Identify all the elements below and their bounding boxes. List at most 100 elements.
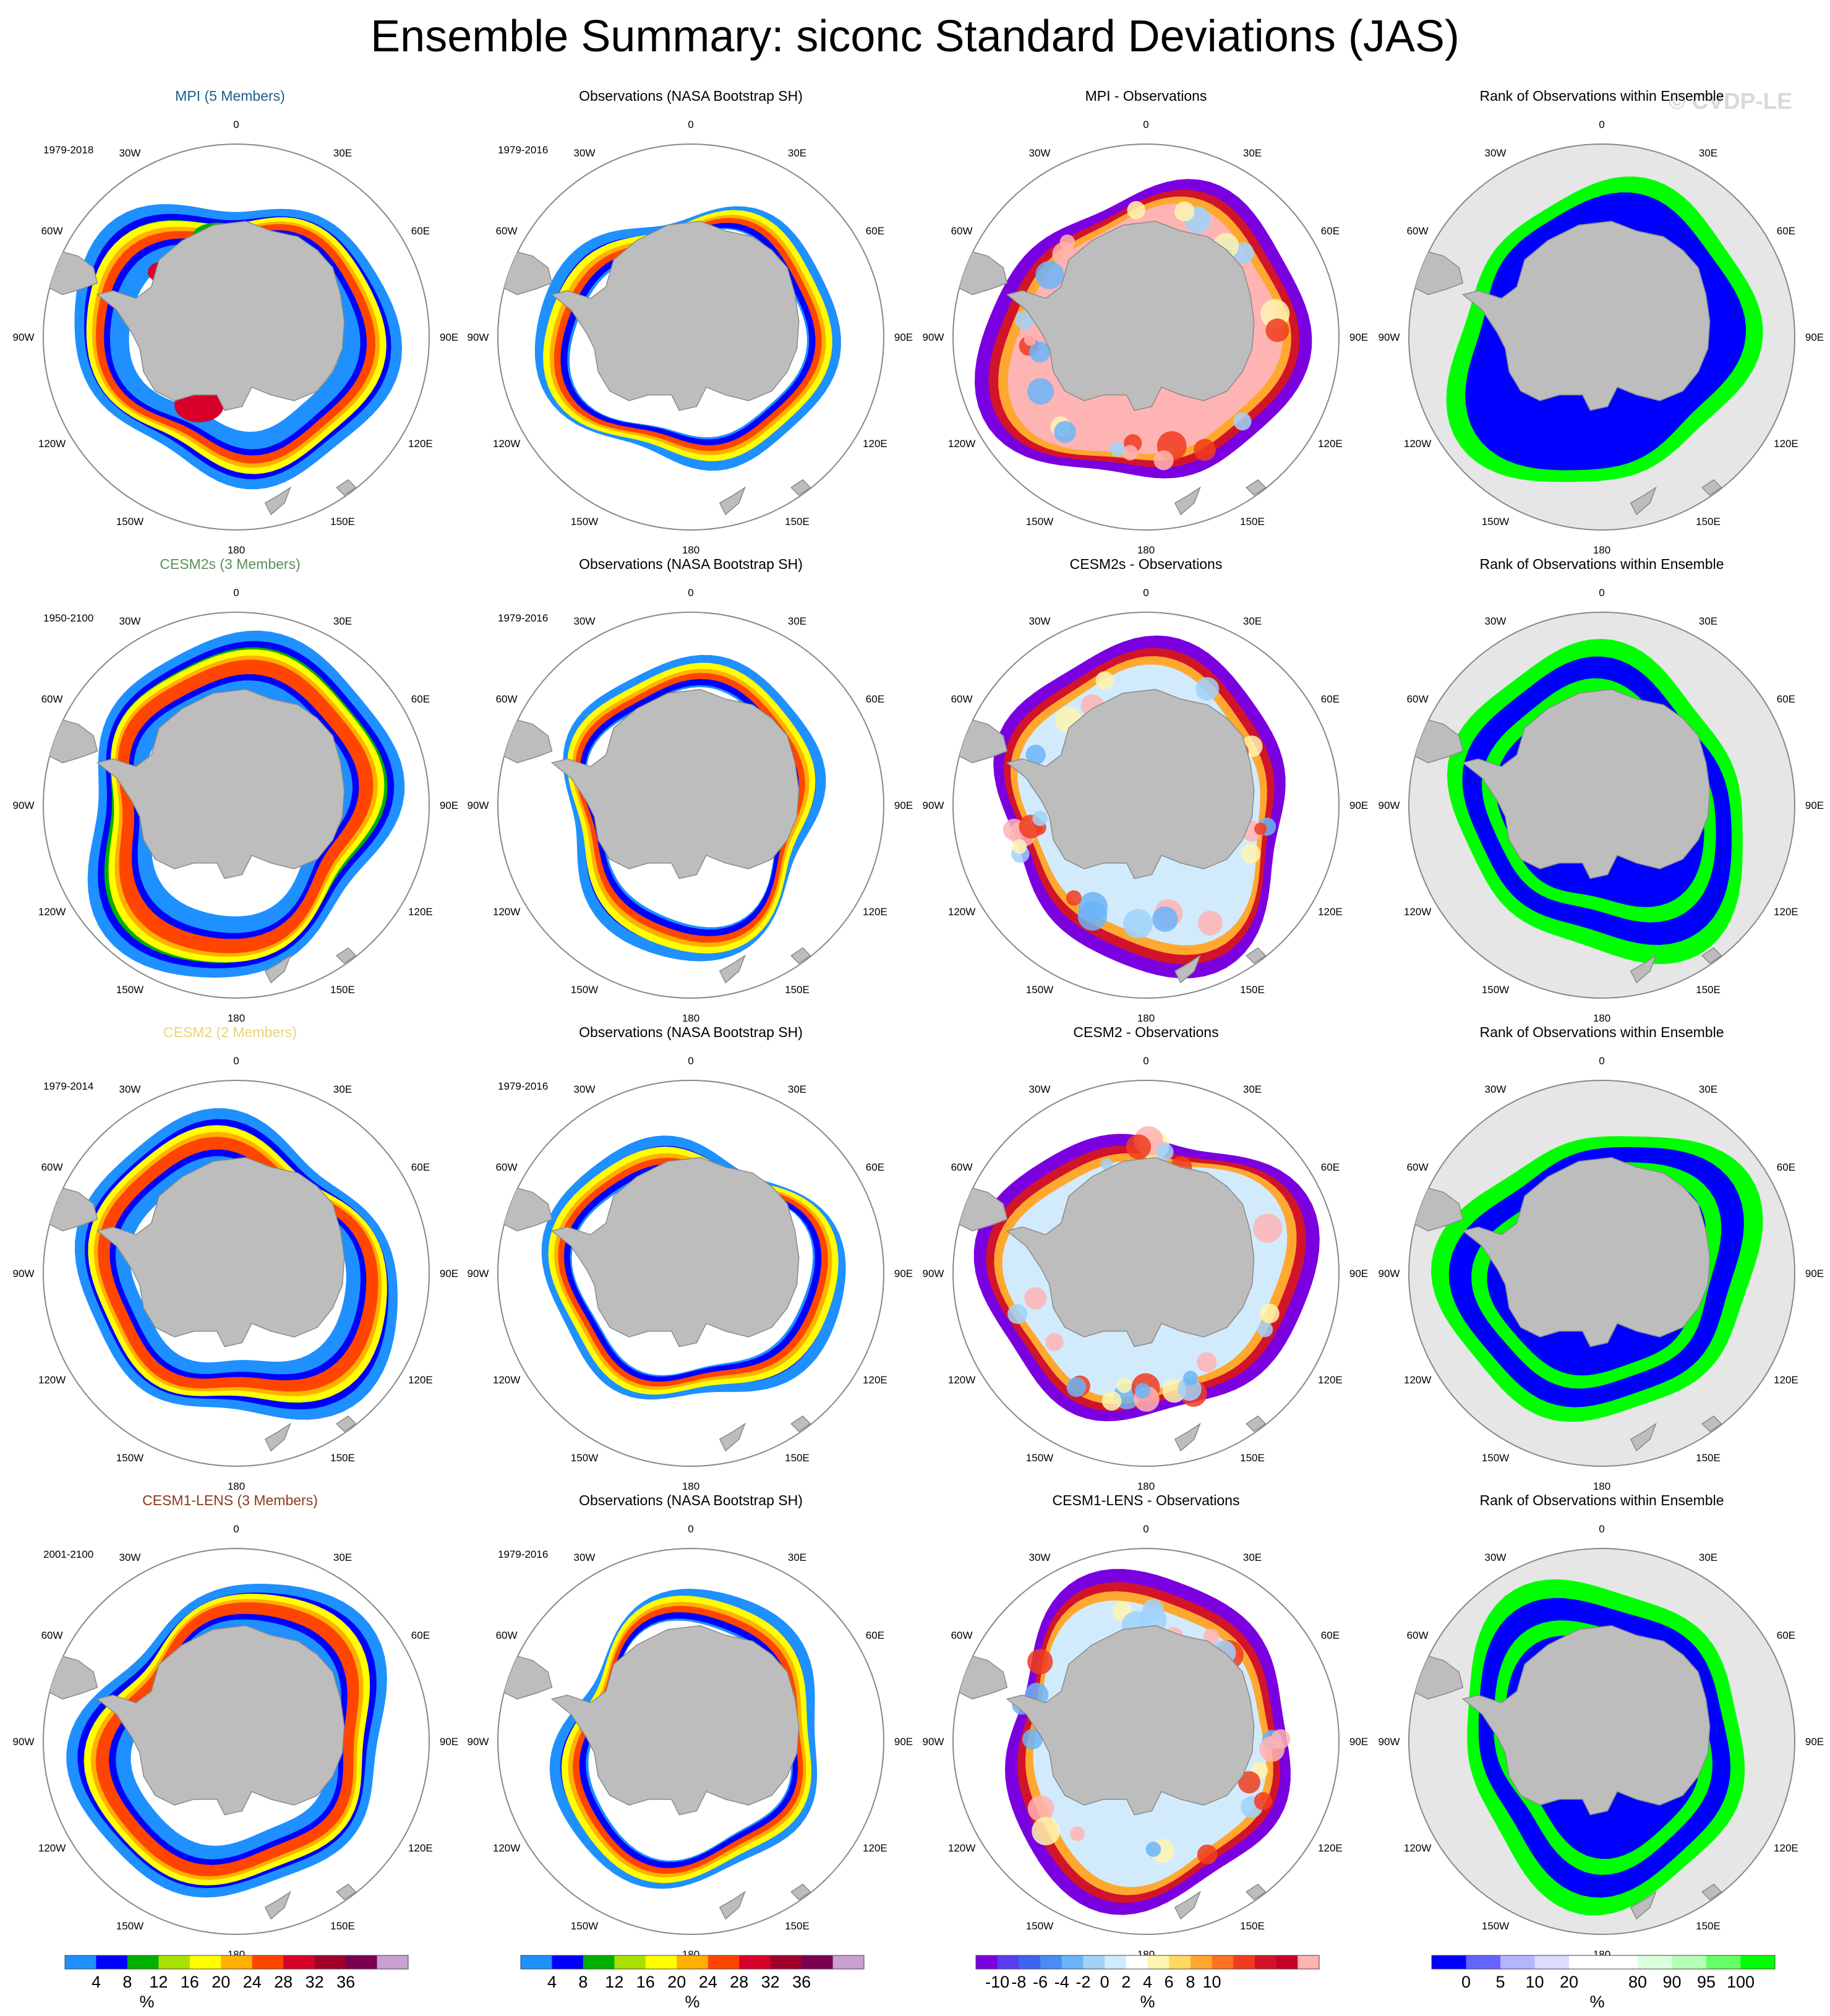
diff-patch: [1066, 890, 1082, 906]
colorbar-swatch: [1147, 1955, 1169, 1969]
diff-patch: [1259, 1736, 1285, 1762]
colorbar-tick-label: 5: [1495, 1973, 1505, 1991]
island-landmass: [336, 1883, 357, 1900]
colorbar-swatch: [708, 1955, 740, 1969]
new-zealand-landmass: [719, 486, 746, 516]
new-zealand-landmass: [1174, 1890, 1201, 1920]
diff-patch: [1127, 201, 1145, 220]
longitude-label: 60W: [41, 1161, 63, 1173]
longitude-label: 30W: [574, 1083, 596, 1095]
new-zealand-landmass: [1630, 954, 1657, 984]
polar-map-panel-3-2: 030E60E90E120E150E180150W120W90W60W30WCE…: [923, 1492, 1369, 1960]
panel-title: Rank of Observations within Ensemble: [1479, 88, 1724, 104]
polar-map-panel-1-3: 0 30E 60E 90E 120E 150E 180 150W 120W 90W 60W 30W Ra…: [1379, 556, 1824, 1024]
longitude-label: 90W: [923, 331, 944, 343]
colorbar-tick-label: -6: [1033, 1973, 1048, 1991]
longitude-label: 120E: [863, 1374, 887, 1386]
longitude-label: 90W: [1379, 1268, 1400, 1279]
colorbar-tick-label: 32: [761, 1973, 780, 1991]
period-label: 1979-2016: [498, 1080, 548, 1092]
south-america-landmass: [46, 717, 98, 764]
south-america-landmass: [46, 249, 98, 296]
diff-patch: [1183, 1370, 1198, 1386]
longitude-label: 0: [1599, 119, 1604, 130]
longitude-label: 30E: [1699, 147, 1717, 159]
longitude-label: 150W: [116, 1452, 143, 1464]
longitude-label: 60W: [496, 693, 518, 705]
panel-title: CESM2s - Observations: [1070, 556, 1223, 572]
colorbar-swatch: [189, 1955, 221, 1969]
colorbar-tick-label: 100: [1727, 1973, 1755, 1991]
diff-patch: [1254, 1792, 1272, 1811]
longitude-label: 30W: [119, 1552, 141, 1563]
longitude-label: 60E: [1321, 225, 1340, 237]
longitude-label: 120W: [1404, 1374, 1431, 1386]
longitude-label: 30E: [788, 615, 806, 627]
antarctica-landmass: [96, 689, 345, 879]
longitude-label: 90W: [13, 1736, 35, 1748]
colorbar-unit-label: %: [139, 1993, 154, 2011]
diff-patch: [1156, 1143, 1174, 1161]
colorbar-tick-label: 28: [730, 1973, 748, 1991]
diff-patch: [1233, 412, 1252, 430]
longitude-label: 180: [1593, 1012, 1610, 1024]
antarctica-landmass: [1006, 1157, 1255, 1348]
diff-patch: [1101, 1391, 1122, 1411]
diff-patch: [1024, 333, 1037, 346]
map-field: [501, 206, 841, 516]
period-label: 1979-2016: [498, 144, 548, 156]
longitude-label: 0: [233, 1523, 239, 1535]
longitude-label: 120E: [863, 1842, 887, 1854]
longitude-label: 120E: [408, 906, 433, 918]
diff-patch: [1123, 908, 1153, 939]
map-field: [956, 635, 1286, 984]
longitude-label: 150W: [116, 1920, 143, 1932]
colorbar-tick-label: 90: [1662, 1973, 1681, 1991]
colorbar-swatch: [1500, 1955, 1535, 1969]
antarctica-landmass: [550, 1157, 800, 1348]
watermark-text: © CVDP-LE: [1669, 88, 1792, 114]
colorbar-swatch: [976, 1955, 998, 1969]
panel-title: Observations (NASA Bootstrap SH): [579, 556, 803, 572]
south-america-landmass: [1412, 1185, 1464, 1232]
island-landmass: [336, 947, 357, 964]
longitude-label: 120E: [1774, 1374, 1798, 1386]
diff-patch: [1197, 910, 1223, 936]
colorbar-swatch: [158, 1955, 190, 1969]
polar-map-panel-3-3: 030E60E90E120E150E180150W120W90W60W30WRa…: [1379, 1492, 1824, 1960]
longitude-label: 30W: [119, 147, 141, 159]
longitude-label: 150E: [785, 1452, 810, 1464]
colorbar-swatch: [252, 1955, 284, 1969]
longitude-label: 90E: [440, 800, 458, 811]
longitude-label: 90E: [1805, 1736, 1824, 1748]
colorbar-swatch: [521, 1955, 552, 1969]
panel-title: CESM2s (3 Members): [160, 556, 300, 572]
longitude-label: 60W: [496, 1161, 518, 1173]
longitude-label: 30E: [1243, 615, 1262, 627]
longitude-label: 90E: [1349, 1736, 1368, 1748]
colorbar-frame: [520, 1955, 865, 1970]
antarctica-landmass: [96, 1625, 345, 1816]
longitude-label: 120E: [863, 438, 887, 450]
south-america-landmass: [46, 1654, 98, 1700]
diff-patch: [1029, 341, 1051, 363]
longitude-label: 180: [682, 1012, 699, 1024]
diff-patch: [1153, 450, 1174, 471]
longitude-label: 150E: [1240, 1920, 1265, 1932]
longitude-label: 60E: [1777, 1161, 1795, 1173]
panel-title: Observations (NASA Bootstrap SH): [579, 88, 803, 104]
longitude-label: 90E: [894, 331, 913, 343]
longitude-label: 30W: [1029, 1083, 1051, 1095]
colorbar-tick-label: 4: [92, 1973, 101, 1991]
longitude-label: 0: [1599, 1055, 1604, 1067]
colorbar-swatch: [283, 1955, 315, 1969]
colorbar-frame: [975, 1955, 1320, 1970]
diff-patch: [1045, 1333, 1064, 1351]
longitude-label: 180: [1137, 1012, 1155, 1024]
longitude-label: 60E: [411, 1629, 430, 1641]
colorbar-tick-label: -10: [985, 1973, 1009, 1991]
longitude-label: 180: [682, 544, 699, 556]
colorbar-swatch: [739, 1955, 771, 1969]
south-america-landmass: [501, 1654, 553, 1700]
colorbar-swatch: [1276, 1955, 1298, 1969]
